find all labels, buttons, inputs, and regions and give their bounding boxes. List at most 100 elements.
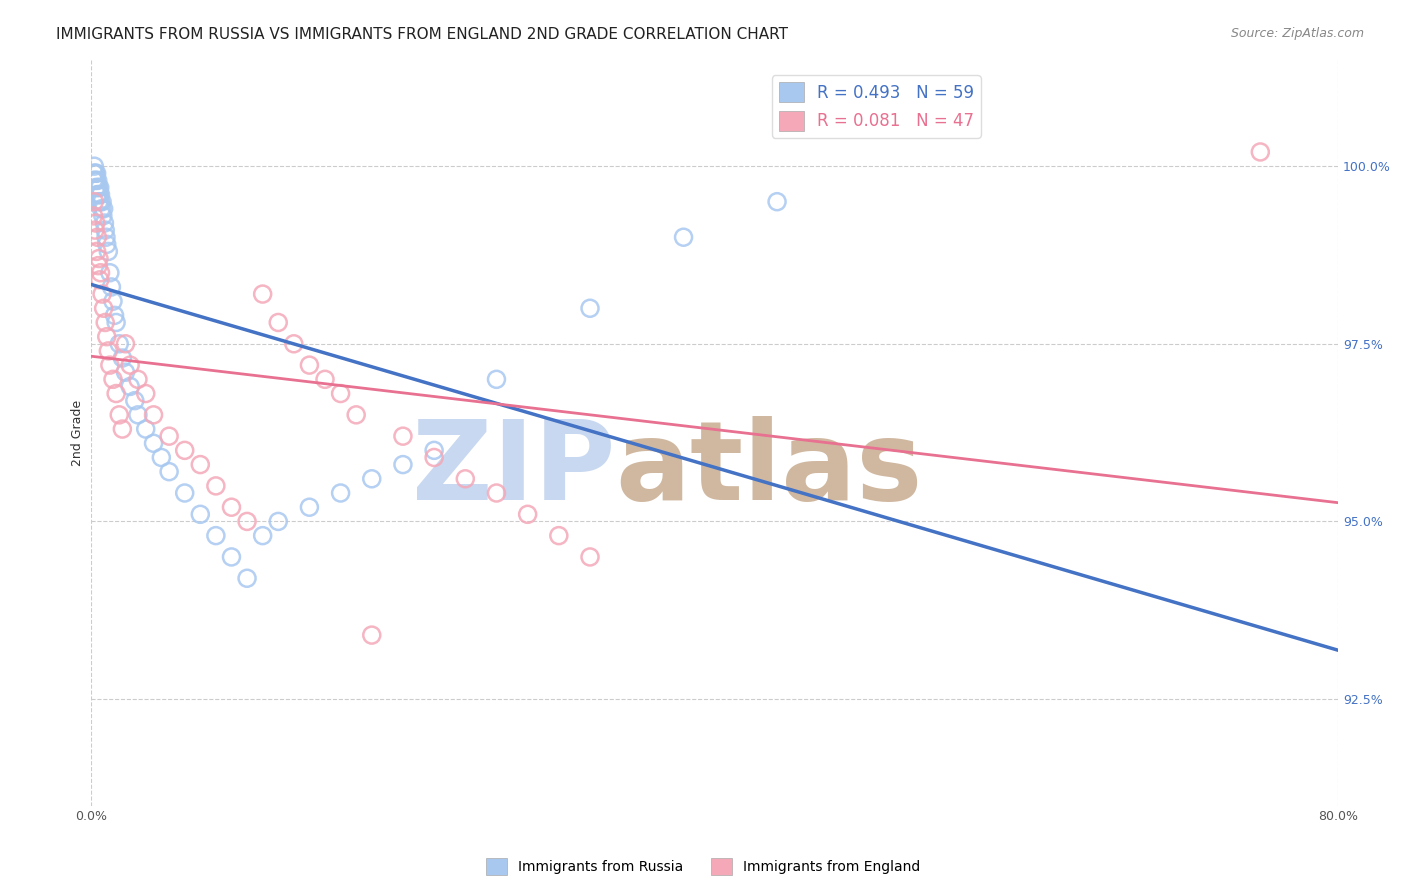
Point [298,358,321,372]
Point [124,393,146,408]
Point [89,187,111,202]
Point [120,379,142,393]
Point [90,202,112,216]
Point [267,316,290,330]
Point [87,173,110,187]
Point [87,180,110,194]
Point [236,515,259,529]
Point [1249,145,1271,159]
Point [120,358,142,372]
Point [93,216,115,230]
Point [173,443,195,458]
Point [423,450,446,465]
Point [84,173,107,187]
Point [101,294,124,309]
Point [86,166,108,180]
Point [89,273,111,287]
Point [157,465,180,479]
Point [283,336,305,351]
Point [135,386,157,401]
Point [157,429,180,443]
Point [267,515,290,529]
Point [87,252,110,266]
Point [188,458,211,472]
Point [454,472,477,486]
Point [127,372,149,386]
Point [93,202,115,216]
Point [87,187,110,202]
Point [86,187,108,202]
Point [87,259,110,273]
Point [766,194,789,209]
Point [108,408,131,422]
Point [360,472,382,486]
Point [252,287,274,301]
Y-axis label: 2nd Grade: 2nd Grade [72,400,84,466]
Point [236,571,259,585]
Point [83,166,105,180]
Point [91,209,114,223]
Point [94,230,117,244]
Point [96,329,118,343]
Point [103,309,125,323]
Point [360,628,382,642]
Point [173,486,195,500]
Point [392,458,415,472]
Point [672,230,695,244]
Point [94,223,117,237]
Point [83,159,105,173]
Point [83,209,105,223]
Point [111,351,134,365]
Point [87,194,110,209]
Point [298,500,321,515]
Point [423,443,446,458]
Point [91,194,114,209]
Point [89,180,111,194]
Point [84,166,107,180]
Point [105,386,128,401]
Point [344,408,367,422]
Point [94,316,117,330]
Legend: Immigrants from Russia, Immigrants from England: Immigrants from Russia, Immigrants from … [481,853,925,880]
Point [91,287,114,301]
Point [84,173,107,187]
Point [252,528,274,542]
Point [84,180,107,194]
Point [221,549,243,564]
Point [83,194,105,209]
Point [127,408,149,422]
Point [98,358,121,372]
Point [579,549,602,564]
Point [86,180,108,194]
Point [329,386,352,401]
Point [485,372,508,386]
Point [135,422,157,436]
Point [329,486,352,500]
Point [142,408,165,422]
Point [205,479,228,493]
Point [89,194,111,209]
Point [108,336,131,351]
Text: ZIP: ZIP [412,417,614,524]
Point [86,230,108,244]
Point [392,429,415,443]
Text: atlas: atlas [614,417,922,524]
Point [516,508,538,522]
Point [86,244,108,259]
Point [97,244,120,259]
Point [84,223,107,237]
Point [114,336,136,351]
Point [314,372,336,386]
Point [93,301,115,316]
Point [485,486,508,500]
Legend: R = 0.493   N = 59, R = 0.081   N = 47: R = 0.493 N = 59, R = 0.081 N = 47 [772,76,981,137]
Point [105,316,128,330]
Point [83,166,105,180]
Point [150,450,173,465]
Point [547,528,569,542]
Point [90,266,112,280]
Point [101,372,124,386]
Point [96,237,118,252]
Point [90,187,112,202]
Point [84,216,107,230]
